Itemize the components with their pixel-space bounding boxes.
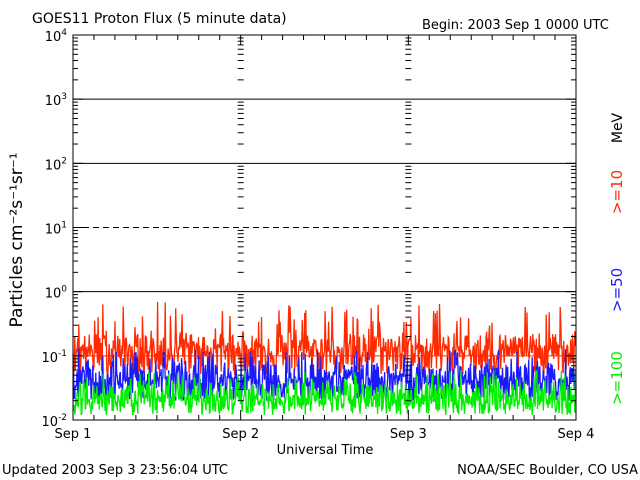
legend-entry-ge10: >=10 (608, 170, 626, 214)
y-tick-label: 10-1 (41, 349, 67, 366)
series-layer (72, 301, 577, 416)
x-tick-labels: Sep 1 Sep 2 Sep 3 Sep 4 (55, 427, 595, 442)
chart-title: GOES11 Proton Flux (5 minute data) (32, 11, 287, 27)
source-credit: NOAA/SEC Boulder, CO USA (457, 463, 638, 478)
y-tick-label: 101 (45, 221, 67, 238)
y-tick-label: 103 (45, 92, 67, 109)
legend-unit: MeV (610, 112, 626, 143)
legend-entry-ge100: >=100 (608, 351, 626, 405)
legend-entry-ge50: >=50 (608, 268, 626, 312)
plot-frame (72, 34, 577, 421)
updated-timestamp: Updated 2003 Sep 3 23:56:04 UTC (2, 463, 228, 478)
y-axis-title: Particles cm⁻²s⁻¹sr⁻¹ (7, 152, 27, 327)
x-tick-label: Sep 4 (558, 427, 595, 442)
x-tick-label: Sep 1 (55, 427, 92, 442)
x-tick-label: Sep 2 (222, 427, 259, 442)
y-tick-labels: 10-2 10-1 100 101 102 103 104 (41, 28, 67, 430)
y-tick-label: 10-2 (41, 413, 67, 430)
y-tick-label: 104 (45, 28, 68, 45)
legend: MeV >=10 >=50 >=100 (608, 112, 626, 404)
series-line-ge50 (72, 348, 577, 402)
x-tick-label: Sep 3 (390, 427, 427, 442)
y-tick-label: 102 (45, 156, 67, 173)
series-line-ge10 (72, 301, 577, 376)
begin-date: Begin: 2003 Sep 1 0000 UTC (422, 18, 609, 33)
x-axis-title: Universal Time (277, 443, 374, 458)
y-tick-label: 100 (45, 285, 68, 302)
series-line-ge100 (72, 370, 577, 416)
plot-area (72, 34, 577, 421)
gridlines (73, 98, 576, 293)
